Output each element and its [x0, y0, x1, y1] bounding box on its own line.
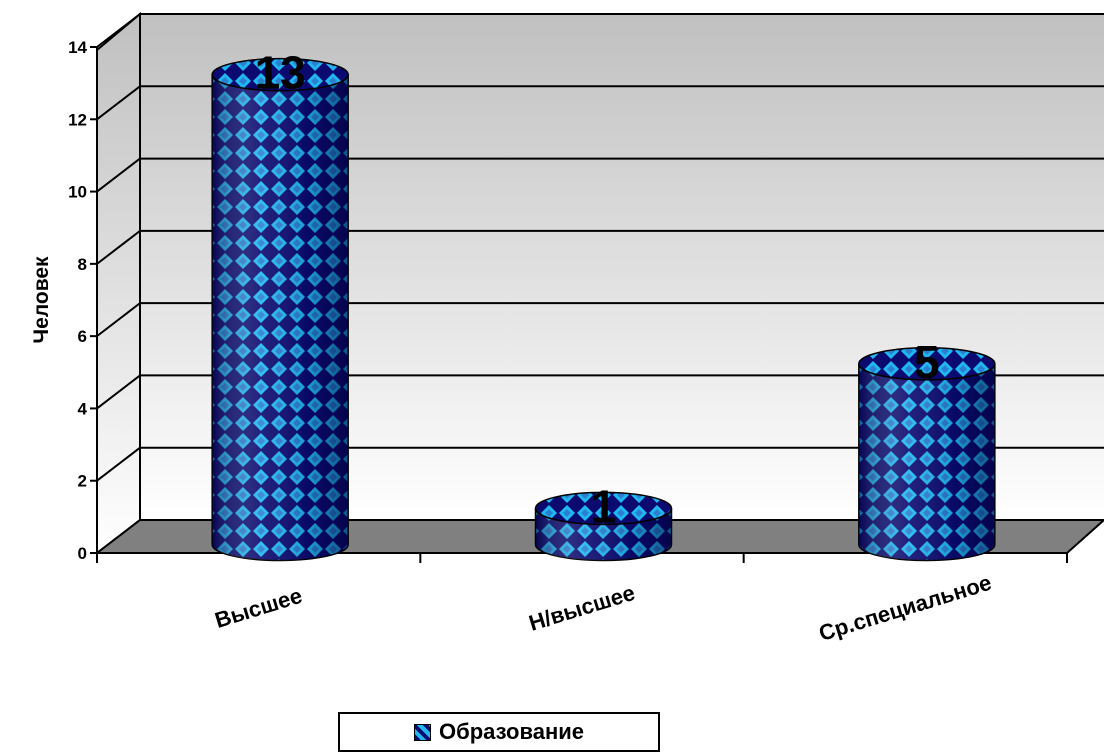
x-tick-label: Высшее	[212, 583, 305, 633]
gridline-side	[96, 230, 141, 265]
y-axis-title: Человек	[30, 256, 53, 344]
data-labels: 13 1 5	[255, 47, 940, 533]
y-axis: 0 2 4 6 8 10 12 14	[68, 38, 98, 563]
y-tick-label: 10	[68, 183, 87, 202]
x-tick-label: Н/высшее	[526, 580, 638, 636]
bar	[211, 57, 349, 562]
gridline-side	[96, 374, 141, 410]
y-tick-label: 8	[78, 255, 87, 274]
y-tick-label: 12	[68, 110, 87, 129]
y-tick-label: 0	[78, 544, 87, 563]
gridline-side	[96, 157, 141, 193]
x-tick-label: Ср.специальное	[816, 570, 994, 646]
gridline-side	[96, 13, 141, 48]
data-label: 13	[255, 47, 306, 99]
x-axis: Высшее Н/высшее Ср.специальное	[96, 553, 1068, 646]
gridline-side	[96, 85, 141, 121]
y-tick-label: 2	[78, 472, 87, 491]
legend: Образование	[338, 712, 660, 752]
y-tick-label: 4	[78, 399, 88, 418]
data-label: 1	[591, 480, 617, 532]
y-tick-label: 14	[68, 38, 87, 57]
legend-swatch-icon	[414, 723, 431, 741]
data-label: 5	[914, 336, 940, 388]
bar	[858, 347, 996, 562]
bar	[534, 491, 673, 562]
gridline-side	[96, 446, 141, 482]
side-wall	[96, 11, 141, 556]
bars	[211, 57, 996, 562]
gridline-side	[96, 302, 141, 337]
y-tick-label: 6	[78, 327, 87, 346]
legend-label: Образование	[439, 719, 584, 744]
